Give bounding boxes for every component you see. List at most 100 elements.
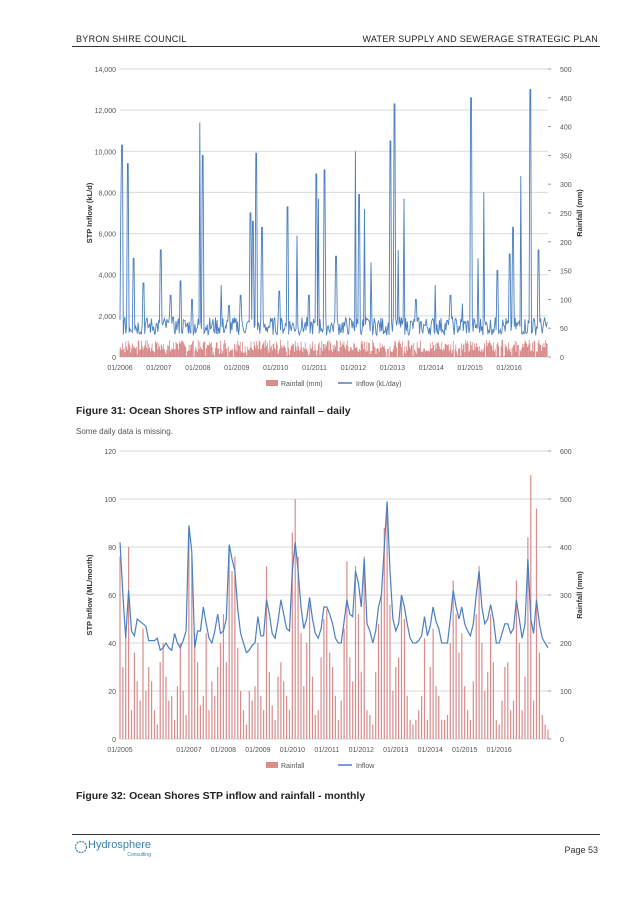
rainfall-bar <box>153 710 156 739</box>
rainfall-bar <box>280 662 282 739</box>
rainfall-bar <box>188 527 190 739</box>
rainfall-bar <box>504 667 506 739</box>
header-plan-title: WATER SUPPLY AND SEWERAGE STRATEGIC PLAN <box>362 34 598 44</box>
x-tick-label: 01/2005 <box>107 747 132 754</box>
rainfall-bar <box>245 724 247 739</box>
rainfall-bar <box>283 681 285 739</box>
y2-tick-label: 100 <box>560 689 572 696</box>
rainfall-bar <box>288 710 291 739</box>
x-tick-label: 01/2013 <box>383 747 408 754</box>
rainfall-bar <box>524 676 526 739</box>
rainfall-bar <box>366 710 368 739</box>
logo-subtext: Consulting <box>127 852 151 858</box>
y-tick-label: 60 <box>108 593 116 600</box>
rainfall-bar <box>171 695 173 739</box>
y2-axis-label: Rainfall (mm) <box>575 189 584 237</box>
rainfall-bar <box>337 719 339 739</box>
hydrosphere-globe-icon <box>74 840 88 854</box>
rainfall-bar <box>314 715 316 739</box>
rainfall-bar <box>469 719 471 739</box>
logo-text: Hydrosphere <box>88 839 151 851</box>
rainfall-bar <box>441 719 443 739</box>
rainfall-bar <box>406 695 408 739</box>
y-tick-label: 100 <box>104 497 116 504</box>
rainfall-bar <box>449 643 451 739</box>
rainfall-bar <box>265 566 268 739</box>
rainfall-bar <box>352 681 354 739</box>
rainfall-bar <box>168 700 170 739</box>
rainfall-bar <box>225 662 227 739</box>
rainfall-bar <box>340 700 342 739</box>
rainfall-bar <box>498 724 500 739</box>
y2-tick-label: 500 <box>560 497 572 504</box>
rainfall-bar <box>136 681 138 739</box>
rainfall-bar <box>145 691 147 739</box>
rainfall-bar <box>128 547 130 739</box>
rainfall-bar <box>495 719 497 739</box>
rainfall-bar <box>363 556 365 739</box>
rainfall-bar <box>398 657 400 739</box>
rainfall-bar <box>234 556 236 739</box>
legend-label-inflow: Inflow (kL/day) <box>356 381 402 388</box>
rainfall-bar <box>242 710 245 739</box>
rainfall-bar <box>176 686 178 739</box>
rainfall-bar <box>403 619 405 739</box>
legend-label-rainfall: Rainfall <box>281 763 305 770</box>
x-tick-label: 01/2009 <box>245 747 270 754</box>
figure-32-title: Figure 32: Ocean Shores STP inflow and r… <box>76 790 366 802</box>
rainfall-bar <box>377 623 380 739</box>
y-tick-label: 12,000 <box>95 108 117 115</box>
rainfall-bar <box>309 604 311 739</box>
y-tick-label: 4,000 <box>98 273 116 280</box>
x-tick-label: 01/2014 <box>419 365 444 372</box>
daily-chart: 0 2,000 4,000 6,000 8,000 10,000 12,000 14,000 0… <box>85 67 584 388</box>
footer-divider <box>72 834 600 835</box>
y2-tick-label: 600 <box>560 449 572 456</box>
rainfall-bar <box>219 643 222 739</box>
y-tick-label: 0 <box>112 355 116 362</box>
rainfall-bar <box>303 686 305 739</box>
hydrosphere-logo: Hydrosphere Consulting <box>74 840 151 858</box>
legend-label-inflow: Inflow <box>356 763 375 770</box>
rainfall-bar <box>375 671 377 739</box>
rainfall-bar <box>418 710 420 739</box>
rainfall-bar <box>191 556 193 739</box>
rainfall-bar <box>251 700 253 739</box>
y2-tick-label: 100 <box>560 297 572 304</box>
rainfall-bar <box>148 667 150 739</box>
rainfall-bar <box>159 662 161 739</box>
rainfall-bar <box>435 686 437 739</box>
rainfall-bar <box>199 705 201 739</box>
rainfall-bar <box>211 681 213 739</box>
rainfall-bar <box>311 676 314 739</box>
y2-tick-label: 300 <box>560 593 572 600</box>
rainfall-bar <box>421 695 423 739</box>
y2-tick-label: 50 <box>560 326 568 333</box>
rainfall-bar <box>478 566 480 739</box>
rainfall-bar <box>185 715 187 739</box>
y-tick-label: 10,000 <box>95 149 117 156</box>
rainfall-bar <box>481 643 483 739</box>
y-tick-label: 14,000 <box>95 67 117 74</box>
rainfall-bar <box>515 580 517 739</box>
y-tick-label: 2,000 <box>98 314 116 321</box>
rainfall-bar <box>501 700 503 739</box>
figure-31-note: Some daily data is missing. <box>76 427 173 436</box>
x-tick-label: 01/2012 <box>349 747 374 754</box>
header-council: BYRON SHIRE COUNCIL <box>76 34 187 44</box>
rainfall-bar <box>452 580 454 739</box>
rainfall-bar <box>400 599 403 739</box>
rainfall-bar <box>142 628 144 739</box>
inflow-monthly-line <box>119 501 549 654</box>
y2-axis-label: Rainfall (mm) <box>575 571 584 619</box>
legend-swatch-rainfall <box>266 762 278 768</box>
x-tick-label: 01/2009 <box>224 365 249 372</box>
x-tick-label: 01/2010 <box>280 747 305 754</box>
y2-tick-label: 400 <box>560 125 572 132</box>
rainfall-bar <box>300 633 302 739</box>
rainfall-bar <box>426 719 428 739</box>
rainfall-bar <box>306 643 308 739</box>
rainfall-bar <box>139 700 141 739</box>
rainfall-bar <box>458 652 460 739</box>
rainfall-bar <box>475 614 477 739</box>
